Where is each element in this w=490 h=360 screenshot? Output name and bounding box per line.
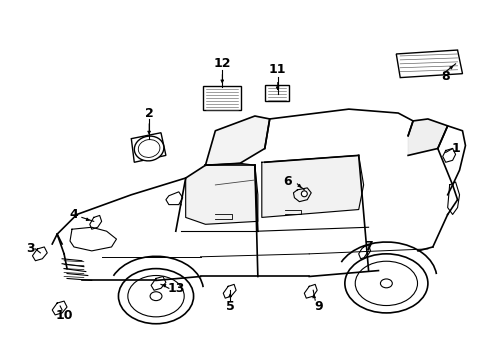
- FancyBboxPatch shape: [265, 85, 289, 101]
- Text: 12: 12: [214, 57, 231, 70]
- Polygon shape: [205, 116, 270, 165]
- Polygon shape: [131, 133, 166, 162]
- Polygon shape: [166, 192, 183, 204]
- Text: 3: 3: [26, 242, 35, 255]
- Text: 2: 2: [145, 107, 153, 120]
- Ellipse shape: [119, 269, 194, 324]
- Polygon shape: [186, 163, 258, 224]
- Polygon shape: [396, 50, 463, 78]
- Ellipse shape: [150, 292, 162, 301]
- Polygon shape: [262, 156, 364, 217]
- Circle shape: [301, 191, 307, 197]
- Text: 1: 1: [451, 142, 460, 155]
- FancyBboxPatch shape: [203, 86, 241, 110]
- Text: 10: 10: [55, 309, 73, 322]
- Polygon shape: [408, 119, 448, 156]
- Text: 7: 7: [364, 240, 373, 253]
- Text: 13: 13: [167, 282, 184, 295]
- Text: 6: 6: [283, 175, 292, 189]
- Text: 8: 8: [441, 70, 450, 83]
- Ellipse shape: [345, 254, 428, 313]
- Ellipse shape: [380, 279, 392, 288]
- Text: 9: 9: [315, 300, 323, 312]
- Ellipse shape: [134, 136, 164, 161]
- Text: 4: 4: [70, 208, 78, 221]
- Text: 5: 5: [226, 300, 235, 312]
- Text: 11: 11: [269, 63, 286, 76]
